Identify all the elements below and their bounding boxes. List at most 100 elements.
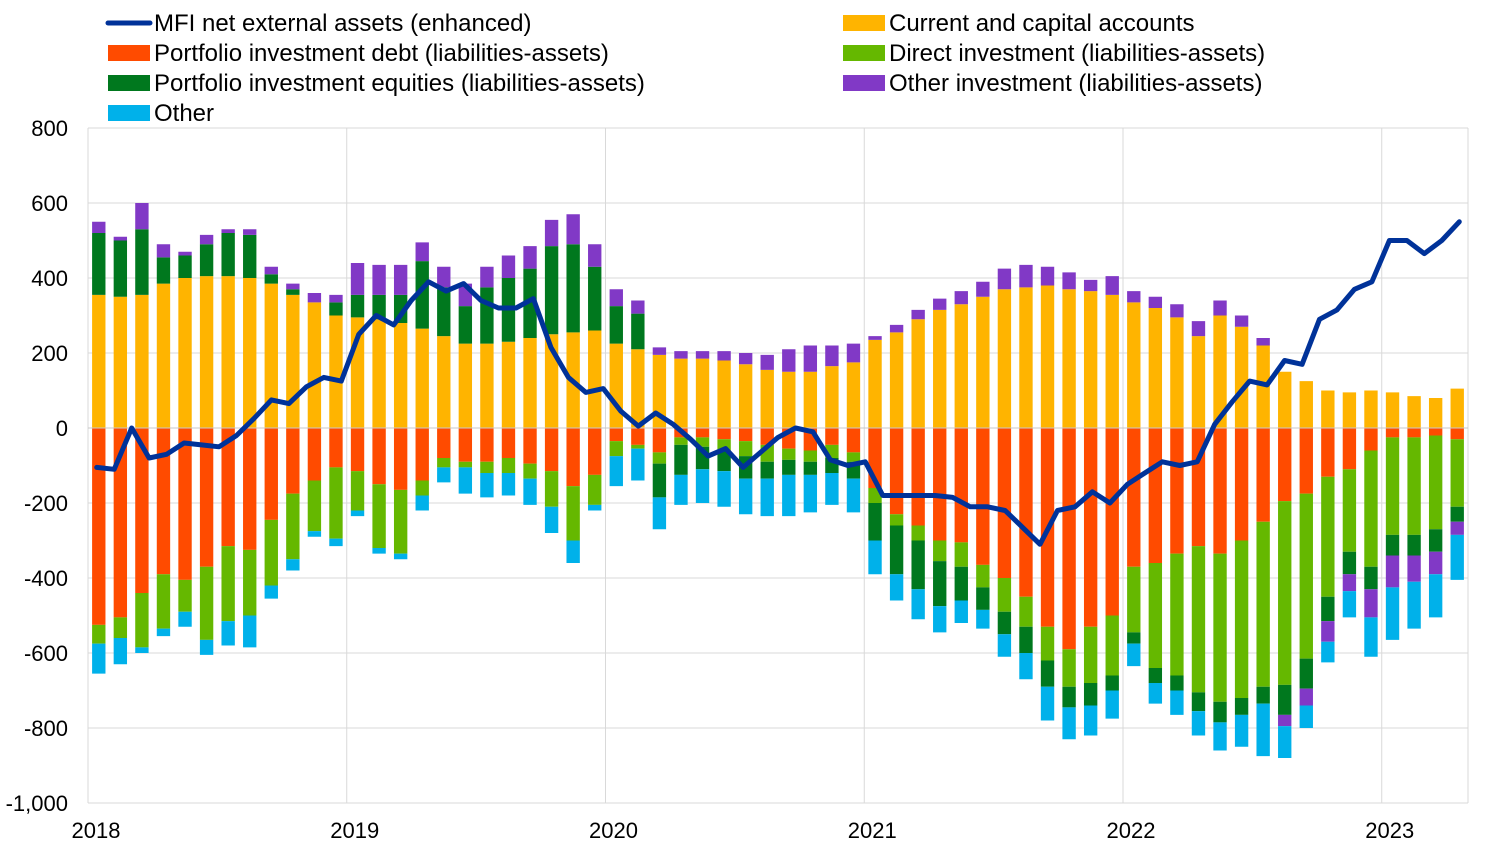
legend-swatch <box>108 105 150 121</box>
bar-segment <box>933 540 947 562</box>
bar-segment <box>135 203 149 230</box>
bar-segment <box>221 233 235 277</box>
bar-segment <box>738 428 753 442</box>
bar-segment <box>997 268 1012 290</box>
bar-segment <box>1083 291 1098 428</box>
bar-segment <box>1321 390 1335 428</box>
bar-segment <box>1170 304 1184 318</box>
bar-segment <box>1428 428 1443 436</box>
bar-segment <box>976 609 990 629</box>
y-tick-label: -1,000 <box>6 791 68 816</box>
legend-label: Current and capital accounts <box>889 10 1195 37</box>
bar-segment <box>243 428 257 550</box>
bar-segment <box>393 489 408 554</box>
bar-segment <box>458 467 473 494</box>
bar-segment <box>1385 555 1400 588</box>
bar-segment <box>1127 302 1141 428</box>
bar-segment <box>1127 643 1141 667</box>
bar-segment <box>954 304 968 428</box>
bar-segment <box>1234 698 1249 715</box>
bar-segment <box>286 428 300 494</box>
bar-segment <box>480 428 494 462</box>
bar-segment <box>825 366 839 428</box>
bar-segment <box>1083 705 1098 736</box>
bar-segment <box>156 628 171 637</box>
bar-segment <box>566 486 580 541</box>
bar-segment <box>415 495 429 511</box>
bar-segment <box>350 263 365 295</box>
grid-lines <box>87 127 1469 804</box>
bar-segment <box>243 615 257 648</box>
bar-segment <box>329 428 343 468</box>
bar-segment <box>1148 428 1163 563</box>
bar-segment <box>113 638 128 665</box>
bar-segment <box>1062 649 1076 687</box>
bar-segment <box>1364 589 1378 618</box>
bar-segment <box>1170 553 1184 676</box>
legend-label: Other investment (liabilities-assets) <box>889 70 1262 97</box>
bar-segment <box>652 463 667 498</box>
bar-segment <box>350 294 365 318</box>
bar-segment <box>199 234 214 245</box>
bar-segment <box>588 244 602 267</box>
bar-segment <box>1364 390 1378 428</box>
bar-segment <box>350 471 365 511</box>
bar-segment <box>1256 686 1270 704</box>
bar-segment <box>1450 439 1464 507</box>
bar-segment <box>1191 711 1206 736</box>
bar-segment <box>566 540 580 563</box>
bar-segment <box>782 349 796 372</box>
bar-segment <box>523 338 537 428</box>
bar-segment <box>156 257 171 284</box>
bar-segment <box>458 306 473 344</box>
bar-segment <box>135 593 149 648</box>
bar-segment <box>199 639 214 655</box>
bar-segment <box>92 428 106 625</box>
bar-segment <box>1234 714 1249 747</box>
bar-segment <box>652 497 667 530</box>
bar-segment <box>1213 701 1227 723</box>
bar-segment <box>1299 493 1313 659</box>
bar-segment <box>889 324 904 333</box>
bar-segment <box>458 428 473 462</box>
bar-segment <box>480 287 494 344</box>
bar-segment <box>480 473 494 498</box>
bar-segment <box>264 283 278 428</box>
bar-segment <box>1062 707 1076 740</box>
bar-segment <box>523 268 537 338</box>
bar-segment <box>889 428 904 515</box>
x-tick-label: 2021 <box>848 818 897 843</box>
bar-segment <box>782 448 796 460</box>
legend-label: MFI net external assets (enhanced) <box>154 10 532 37</box>
bar-segment <box>1450 506 1464 522</box>
bar-segment <box>544 428 559 472</box>
bar-segment <box>588 330 602 428</box>
bar-segment <box>1105 690 1119 719</box>
bar-segment <box>1278 501 1292 685</box>
bar-segment <box>631 349 645 428</box>
bar-segment <box>458 343 473 428</box>
bar-segment <box>933 561 947 607</box>
bar-segment <box>1234 540 1249 698</box>
bar-segment <box>1385 534 1400 556</box>
bar-segment <box>113 240 128 297</box>
bar-segment <box>1299 658 1313 689</box>
bar-segment <box>674 444 688 475</box>
y-tick-label: 400 <box>31 266 68 291</box>
bar-segment <box>221 428 235 547</box>
bar-segment <box>911 309 925 320</box>
bar-segment <box>1342 591 1357 618</box>
bar-segment <box>911 319 925 428</box>
bar-segment <box>1040 266 1055 286</box>
bar-segment <box>437 467 451 483</box>
bar-segment <box>1256 521 1270 687</box>
bar-segment <box>609 456 623 487</box>
bar-segment <box>307 531 322 537</box>
bar-segment <box>307 428 322 481</box>
bar-segment <box>1299 381 1313 428</box>
bar-segment <box>393 428 408 490</box>
bar-segment <box>92 221 106 233</box>
bar-segment <box>1364 566 1378 590</box>
bar-segment <box>695 351 710 359</box>
